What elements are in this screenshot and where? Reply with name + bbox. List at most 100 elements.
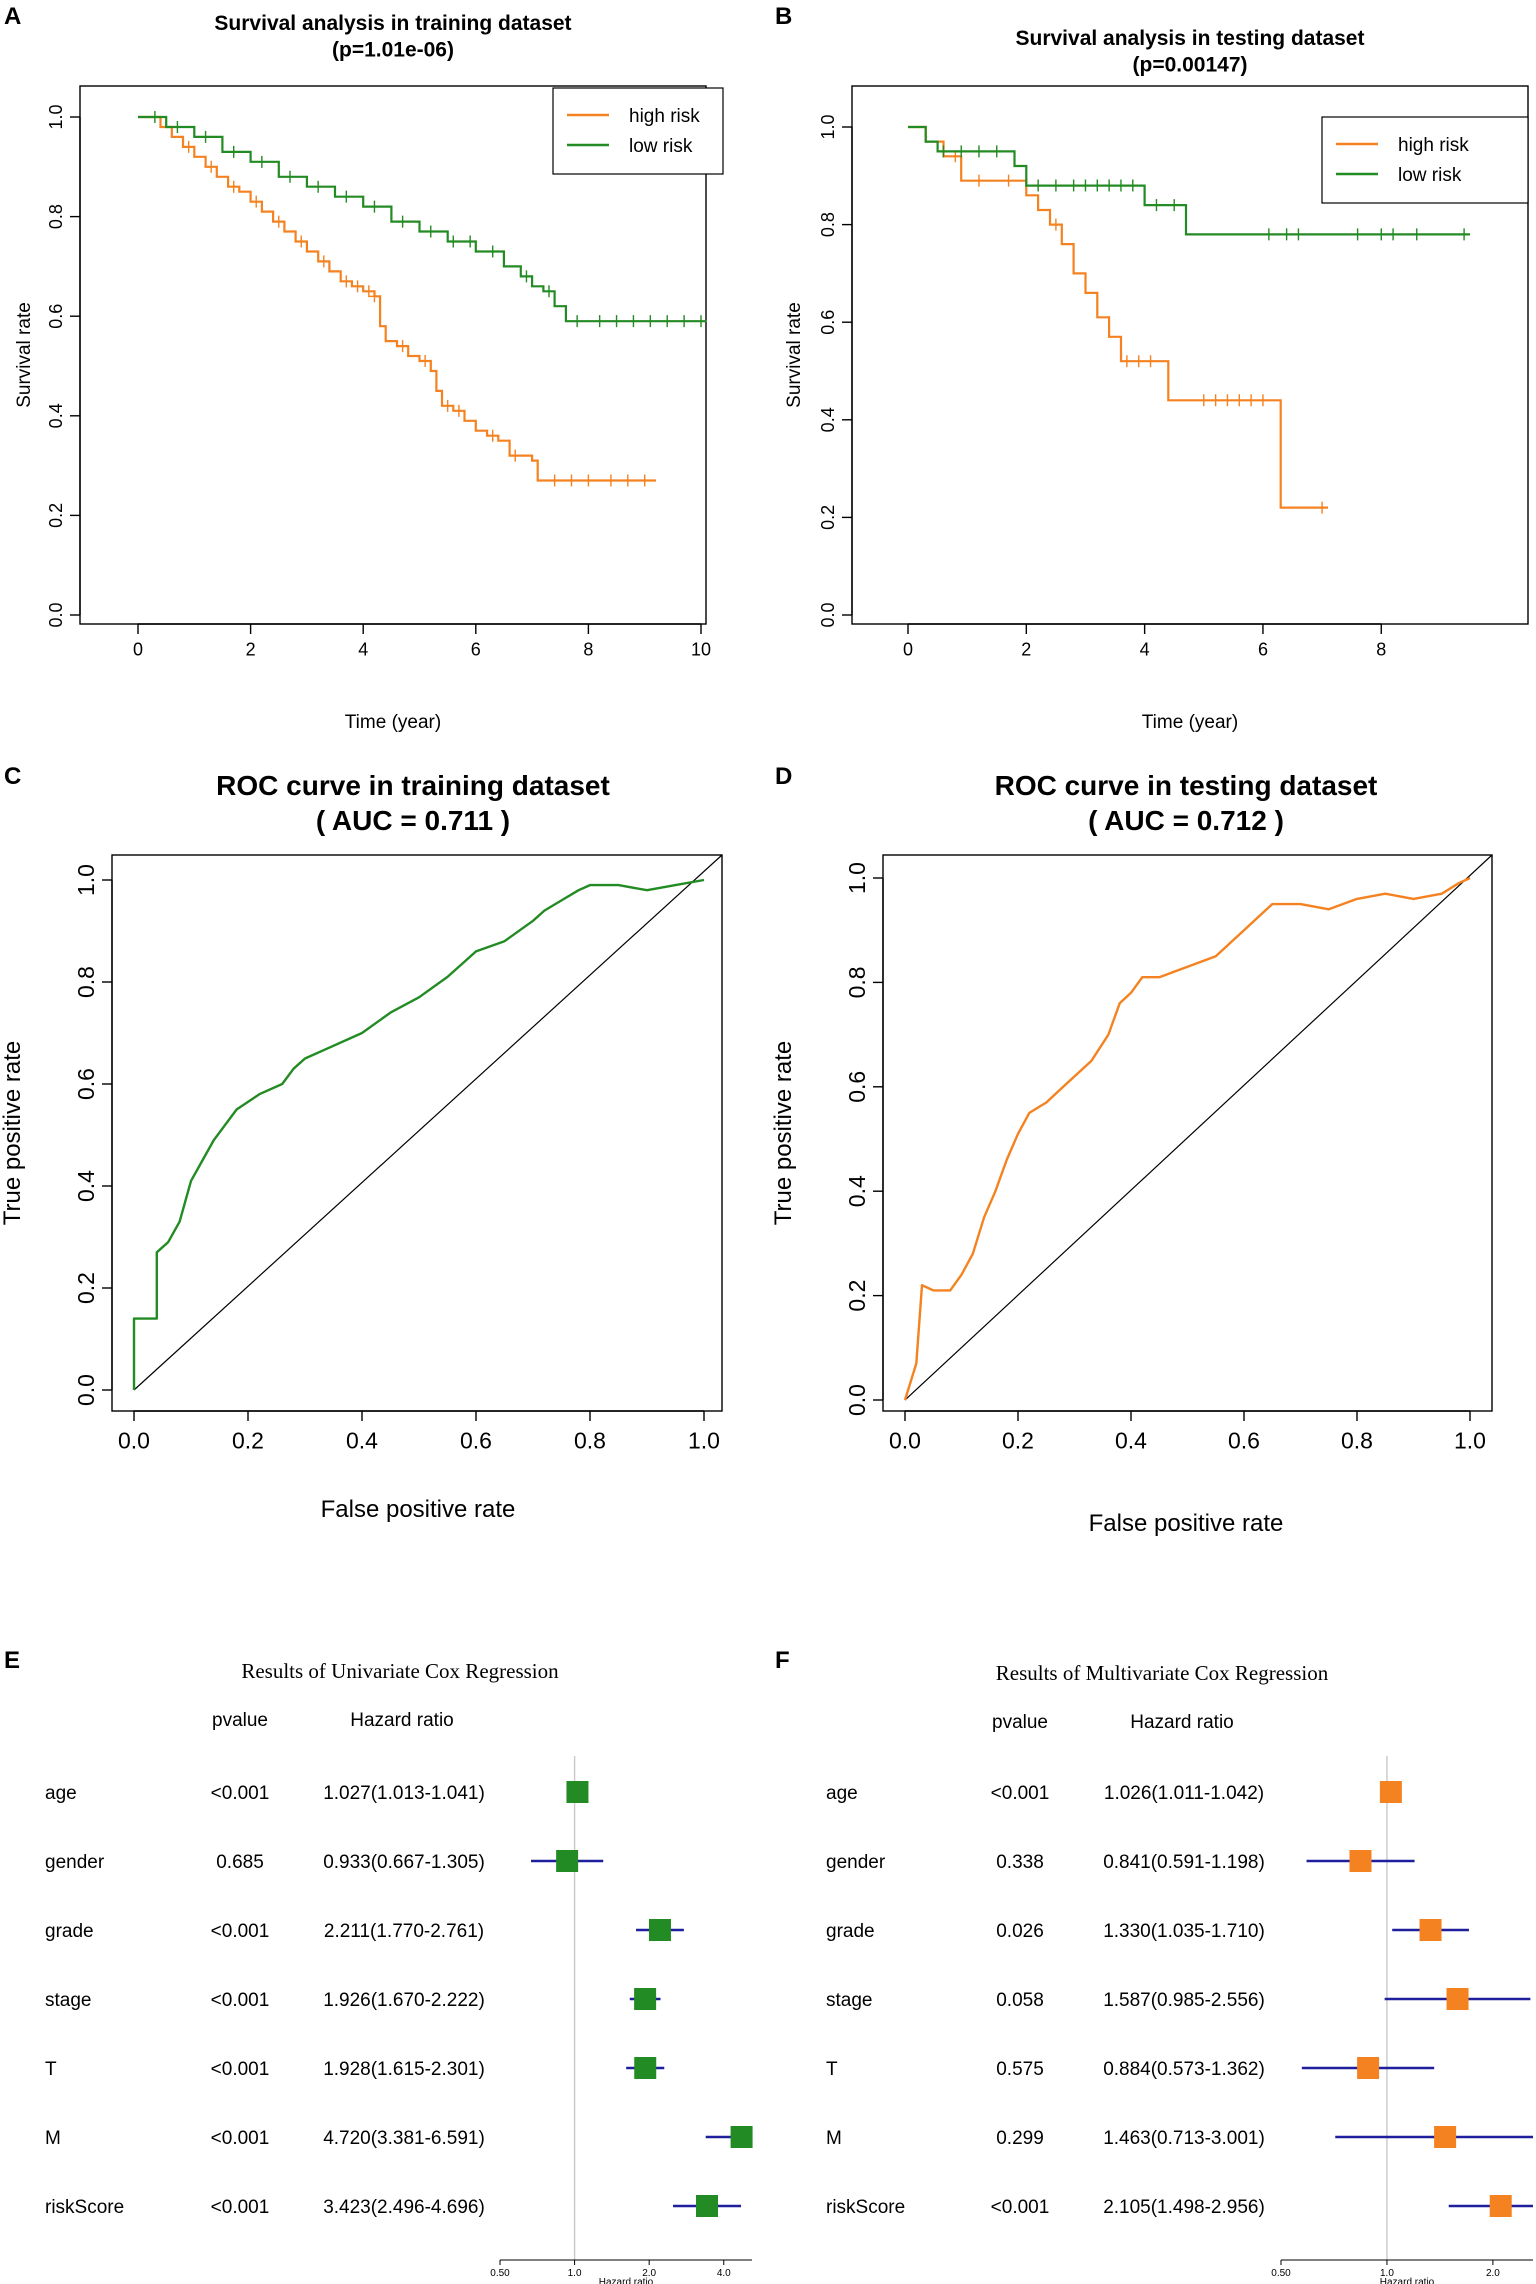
chart-title: Survival analysis in training dataset bbox=[214, 12, 571, 35]
forest-row: M 0.299 1.463(0.713-3.001) bbox=[826, 2126, 1533, 2149]
row-label: riskScore bbox=[826, 2197, 905, 2218]
censor-mark bbox=[1151, 199, 1162, 212]
censor-mark bbox=[363, 285, 374, 298]
x-tick-label: 8 bbox=[583, 640, 593, 660]
x-tick-label: 1.0 bbox=[688, 1428, 720, 1454]
x-tick-label: 6 bbox=[471, 640, 481, 660]
forest-x-tick-label: 1.0 bbox=[568, 2268, 582, 2279]
row-label: M bbox=[826, 2128, 842, 2149]
col-header-pvalue: pvalue bbox=[212, 1710, 268, 1731]
censor-mark bbox=[1352, 228, 1363, 241]
y-tick-label: 0.8 bbox=[818, 212, 838, 237]
censor-mark bbox=[1222, 394, 1233, 407]
forest-title: Results of Univariate Cox Regression bbox=[241, 1659, 559, 1683]
censor-mark bbox=[465, 235, 476, 248]
forest-x-tick-label: 1.0 bbox=[1380, 2268, 1394, 2279]
row-pvalue: <0.001 bbox=[211, 1921, 270, 1942]
hazard-ratio-marker bbox=[556, 1850, 579, 1872]
diagonal-reference-line bbox=[133, 854, 723, 1391]
forest-row: stage 0.058 1.587(0.985-2.556) bbox=[826, 1988, 1531, 2011]
y-tick-label: 1.0 bbox=[46, 104, 66, 129]
row-label: stage bbox=[45, 1990, 91, 2011]
x-tick-label: 0 bbox=[133, 640, 143, 660]
row-hazard-ratio: 1.026(1.011-1.042) bbox=[1104, 1783, 1264, 1804]
forest-row: riskScore <0.001 3.423(2.496-4.696) bbox=[45, 2195, 742, 2218]
row-pvalue: <0.001 bbox=[211, 2197, 270, 2218]
row-hazard-ratio: 0.884(0.573-1.362) bbox=[1103, 2059, 1265, 2080]
legend-label-high-risk: high risk bbox=[629, 106, 700, 127]
y-tick-label: 0.6 bbox=[73, 1068, 99, 1100]
x-tick-label: 0.6 bbox=[460, 1428, 492, 1454]
row-pvalue: 0.685 bbox=[216, 1852, 264, 1873]
hazard-ratio-marker bbox=[696, 2195, 719, 2217]
row-label: grade bbox=[45, 1921, 94, 1942]
censor-mark bbox=[549, 474, 560, 487]
censor-mark bbox=[973, 145, 984, 158]
hazard-ratio-marker bbox=[634, 1988, 657, 2010]
panel-c: ROC curve in training dataset ( AUC = 0.7… bbox=[0, 770, 723, 1523]
censor-mark bbox=[956, 145, 967, 158]
censor-mark bbox=[679, 315, 690, 328]
censor-mark bbox=[583, 474, 594, 487]
chart-subtitle: (p=0.00147) bbox=[1133, 53, 1248, 76]
row-hazard-ratio: 1.463(0.713-3.001) bbox=[1103, 2128, 1265, 2149]
x-axis-label: False positive rate bbox=[321, 1496, 516, 1523]
y-axis-label: True positive rate bbox=[0, 1041, 26, 1226]
x-tick-label: 0.0 bbox=[118, 1428, 150, 1454]
censor-mark bbox=[1376, 228, 1387, 241]
y-tick-label: 0.2 bbox=[818, 505, 838, 530]
legend: high risk low risk bbox=[552, 87, 724, 175]
forest-row: grade 0.026 1.330(1.035-1.710) bbox=[826, 1919, 1469, 1942]
row-label: age bbox=[826, 1783, 858, 1804]
censor-mark bbox=[172, 120, 183, 133]
x-tick-label: 4 bbox=[358, 640, 368, 660]
censor-mark bbox=[543, 285, 554, 298]
censor-mark bbox=[628, 315, 639, 328]
y-tick-label: 0.2 bbox=[844, 1280, 870, 1312]
legend: high risk low risk bbox=[1321, 116, 1529, 204]
censor-mark bbox=[1104, 179, 1115, 192]
censor-mark bbox=[487, 245, 498, 258]
y-axis-label: True positive rate bbox=[770, 1041, 797, 1226]
censor-mark bbox=[1068, 179, 1079, 192]
censor-mark bbox=[1246, 394, 1257, 407]
y-tick-label: 1.0 bbox=[73, 864, 99, 896]
y-tick-label: 0.4 bbox=[844, 1175, 870, 1207]
censor-mark bbox=[1388, 228, 1399, 241]
y-tick-label: 1.0 bbox=[818, 114, 838, 139]
hazard-ratio-marker bbox=[1489, 2195, 1512, 2217]
row-hazard-ratio: 2.211(1.770-2.761) bbox=[324, 1921, 484, 1942]
censor-mark bbox=[622, 474, 633, 487]
row-hazard-ratio: 1.926(1.670-2.222) bbox=[323, 1990, 485, 2011]
chart-title: Survival analysis in testing dataset bbox=[1016, 27, 1365, 50]
chart-subtitle: (p=1.01e-06) bbox=[332, 38, 454, 61]
y-tick-label: 0.2 bbox=[46, 503, 66, 528]
x-tick-label: 2 bbox=[1021, 640, 1031, 660]
row-pvalue: 0.338 bbox=[996, 1852, 1044, 1873]
censor-mark bbox=[313, 180, 324, 193]
censor-mark bbox=[442, 399, 453, 412]
row-pvalue: <0.001 bbox=[211, 1990, 270, 2011]
forest-x-tick-label: 2.0 bbox=[1486, 2268, 1500, 2279]
row-hazard-ratio: 1.928(1.615-2.301) bbox=[323, 2059, 485, 2080]
censor-mark bbox=[425, 225, 436, 238]
censor-mark bbox=[487, 429, 498, 442]
hazard-ratio-marker bbox=[566, 1781, 589, 1803]
panel-letter-f: F bbox=[775, 1647, 790, 1674]
y-tick-label: 0.2 bbox=[73, 1272, 99, 1304]
censor-mark bbox=[1293, 228, 1304, 241]
row-pvalue: <0.001 bbox=[991, 1783, 1050, 1804]
hazard-ratio-marker bbox=[1419, 1919, 1442, 1941]
censor-mark bbox=[369, 290, 380, 303]
hazard-ratio-marker bbox=[1434, 2126, 1457, 2148]
forest-x-tick-label: 4.0 bbox=[717, 2268, 731, 2279]
forest-row: T <0.001 1.928(1.615-2.301) bbox=[45, 2057, 665, 2080]
km-curve-high-risk bbox=[138, 115, 656, 482]
censor-mark bbox=[645, 315, 656, 328]
x-tick-label: 2 bbox=[246, 640, 256, 660]
y-tick-label: 0.4 bbox=[818, 407, 838, 432]
hazard-ratio-marker bbox=[1379, 1781, 1402, 1803]
x-tick-label: 0.4 bbox=[1115, 1428, 1147, 1454]
x-axis-label: False positive rate bbox=[1089, 1510, 1284, 1537]
